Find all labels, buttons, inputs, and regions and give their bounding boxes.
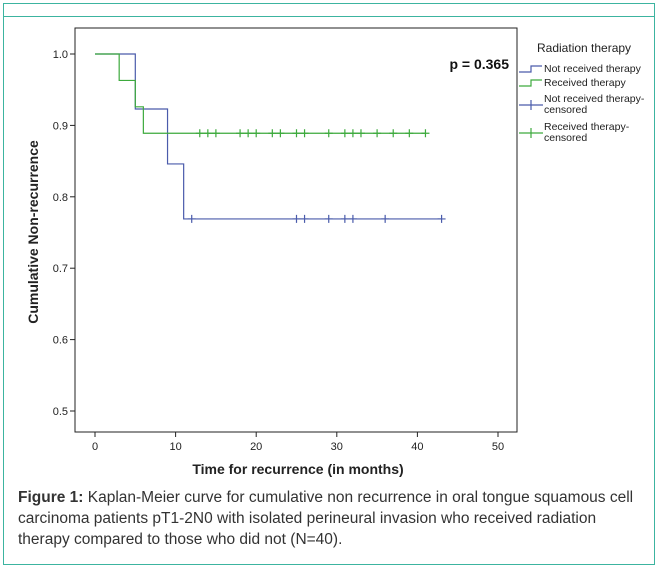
legend-label: Not received therapy- [544, 93, 645, 105]
figure-frame [3, 3, 655, 565]
legend-label: Not received therapy [544, 63, 642, 75]
censor-mark [389, 129, 398, 138]
y-axis-label: Cumulative Non-recurrence [25, 140, 41, 324]
censor-mark [292, 214, 301, 223]
legend-label: censored [544, 132, 587, 144]
series-line-1 [95, 53, 442, 220]
x-axis-label: Time for recurrence (in months) [192, 461, 403, 477]
chart-series [95, 53, 446, 223]
censor-mark [292, 129, 301, 138]
plot-frame [74, 27, 518, 433]
censor-mark [324, 129, 333, 138]
x-tick-label: 20 [250, 441, 262, 453]
censor-mark [405, 129, 414, 138]
chart-ticks: 0.5 0.6 0.7 0.8 0.9 1.0 0 10 20 30 40 50 [53, 49, 504, 453]
censor-mark [373, 129, 382, 138]
censor-mark [252, 129, 261, 138]
x-tick-label: 0 [92, 441, 98, 453]
censor-mark [421, 129, 430, 138]
censor-mark [276, 129, 285, 138]
x-tick-label: 50 [492, 441, 504, 453]
legend-title: Radiation therapy [537, 41, 631, 55]
y-tick-label: 0.7 [53, 263, 68, 275]
censor-mark [324, 214, 333, 223]
censor-mark [244, 129, 253, 138]
censor-mark [340, 129, 349, 138]
censor-mark [340, 214, 349, 223]
censor-mark [381, 214, 390, 223]
y-tick-label: 0.5 [53, 406, 68, 418]
censor-mark [300, 129, 309, 138]
y-tick-label: 0.9 [53, 120, 68, 132]
figure-caption: Figure 1: Kaplan-Meier curve for cumulat… [18, 487, 648, 550]
censor-mark [268, 129, 277, 138]
censor-mark [348, 129, 357, 138]
legend-label: Received therapy [544, 77, 626, 89]
x-tick-label: 30 [331, 441, 343, 453]
frame-top-band [4, 4, 654, 17]
series-line-2 [95, 53, 426, 134]
legend-label: Received therapy- [544, 121, 630, 133]
legend-line-marker [519, 79, 542, 87]
censor-mark [300, 214, 309, 223]
x-tick-label: 40 [411, 441, 423, 453]
censor-mark [195, 129, 204, 138]
censor-mark [211, 129, 220, 138]
km-chart: 0.5 0.6 0.7 0.8 0.9 1.0 0 10 20 30 40 50 Radiation … [25, 27, 645, 477]
censor-mark [437, 214, 446, 223]
censor-mark [203, 129, 212, 138]
legend-label: censored [544, 104, 587, 116]
censor-mark [356, 129, 365, 138]
chart-legend: Radiation therapy Not received therapy Rec… [519, 41, 645, 144]
chart-axes [74, 27, 518, 433]
censor-mark [187, 214, 196, 223]
y-tick-label: 0.8 [53, 192, 68, 204]
censor-mark [348, 214, 357, 223]
x-tick-label: 10 [169, 441, 181, 453]
y-tick-label: 1.0 [53, 49, 68, 61]
caption-text: Kaplan-Meier curve for cumulative non re… [18, 489, 634, 548]
censor-mark [236, 129, 245, 138]
legend-line-marker [519, 65, 542, 73]
y-tick-label: 0.6 [53, 335, 68, 347]
p-value-annotation: p = 0.365 [449, 56, 509, 72]
caption-label: Figure 1: [18, 489, 84, 506]
